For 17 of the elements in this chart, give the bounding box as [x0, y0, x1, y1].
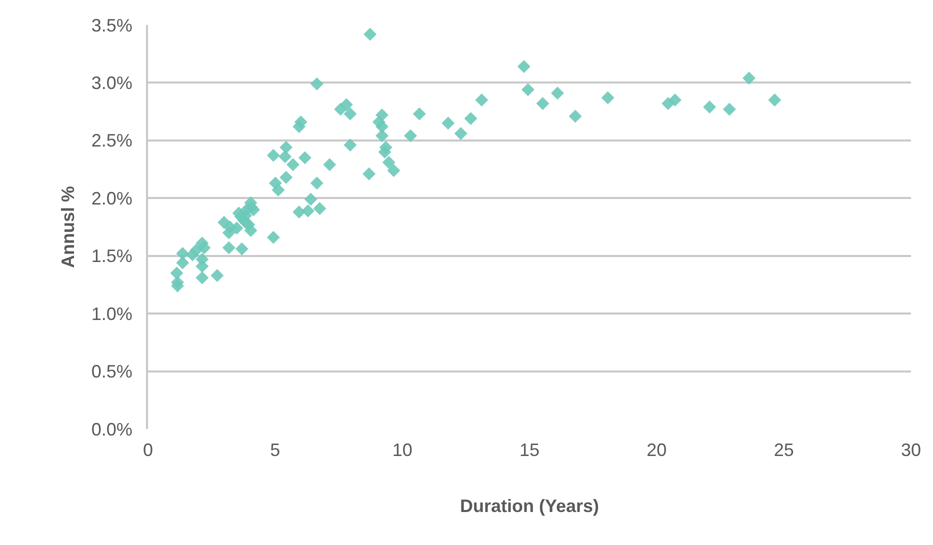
x-tick-label: 0	[142, 440, 154, 460]
y-tick-label: 3.0%	[91, 73, 132, 94]
x-tick-label: 25	[774, 440, 794, 460]
y-tick-label: 1.5%	[91, 246, 132, 266]
y-tick-label: 2.5%	[91, 130, 132, 151]
y-axis-title: Annusl %	[58, 186, 78, 268]
x-tick-label: 15	[519, 440, 540, 460]
x-tick-label: 10	[392, 440, 412, 460]
x-axis-title: Duration (Years)	[460, 496, 600, 516]
y-tick-label: 3.5%	[91, 15, 132, 36]
x-tick-label: 5	[270, 440, 280, 460]
x-tick-label: 20	[646, 440, 667, 460]
y-tick-label: 0.5%	[91, 362, 132, 382]
y-tick-label: 1.0%	[91, 304, 132, 324]
y-tick-label: 0.0%	[91, 419, 132, 440]
x-tick-label: 30	[900, 440, 922, 460]
y-tick-label: 2.0%	[91, 188, 132, 208]
